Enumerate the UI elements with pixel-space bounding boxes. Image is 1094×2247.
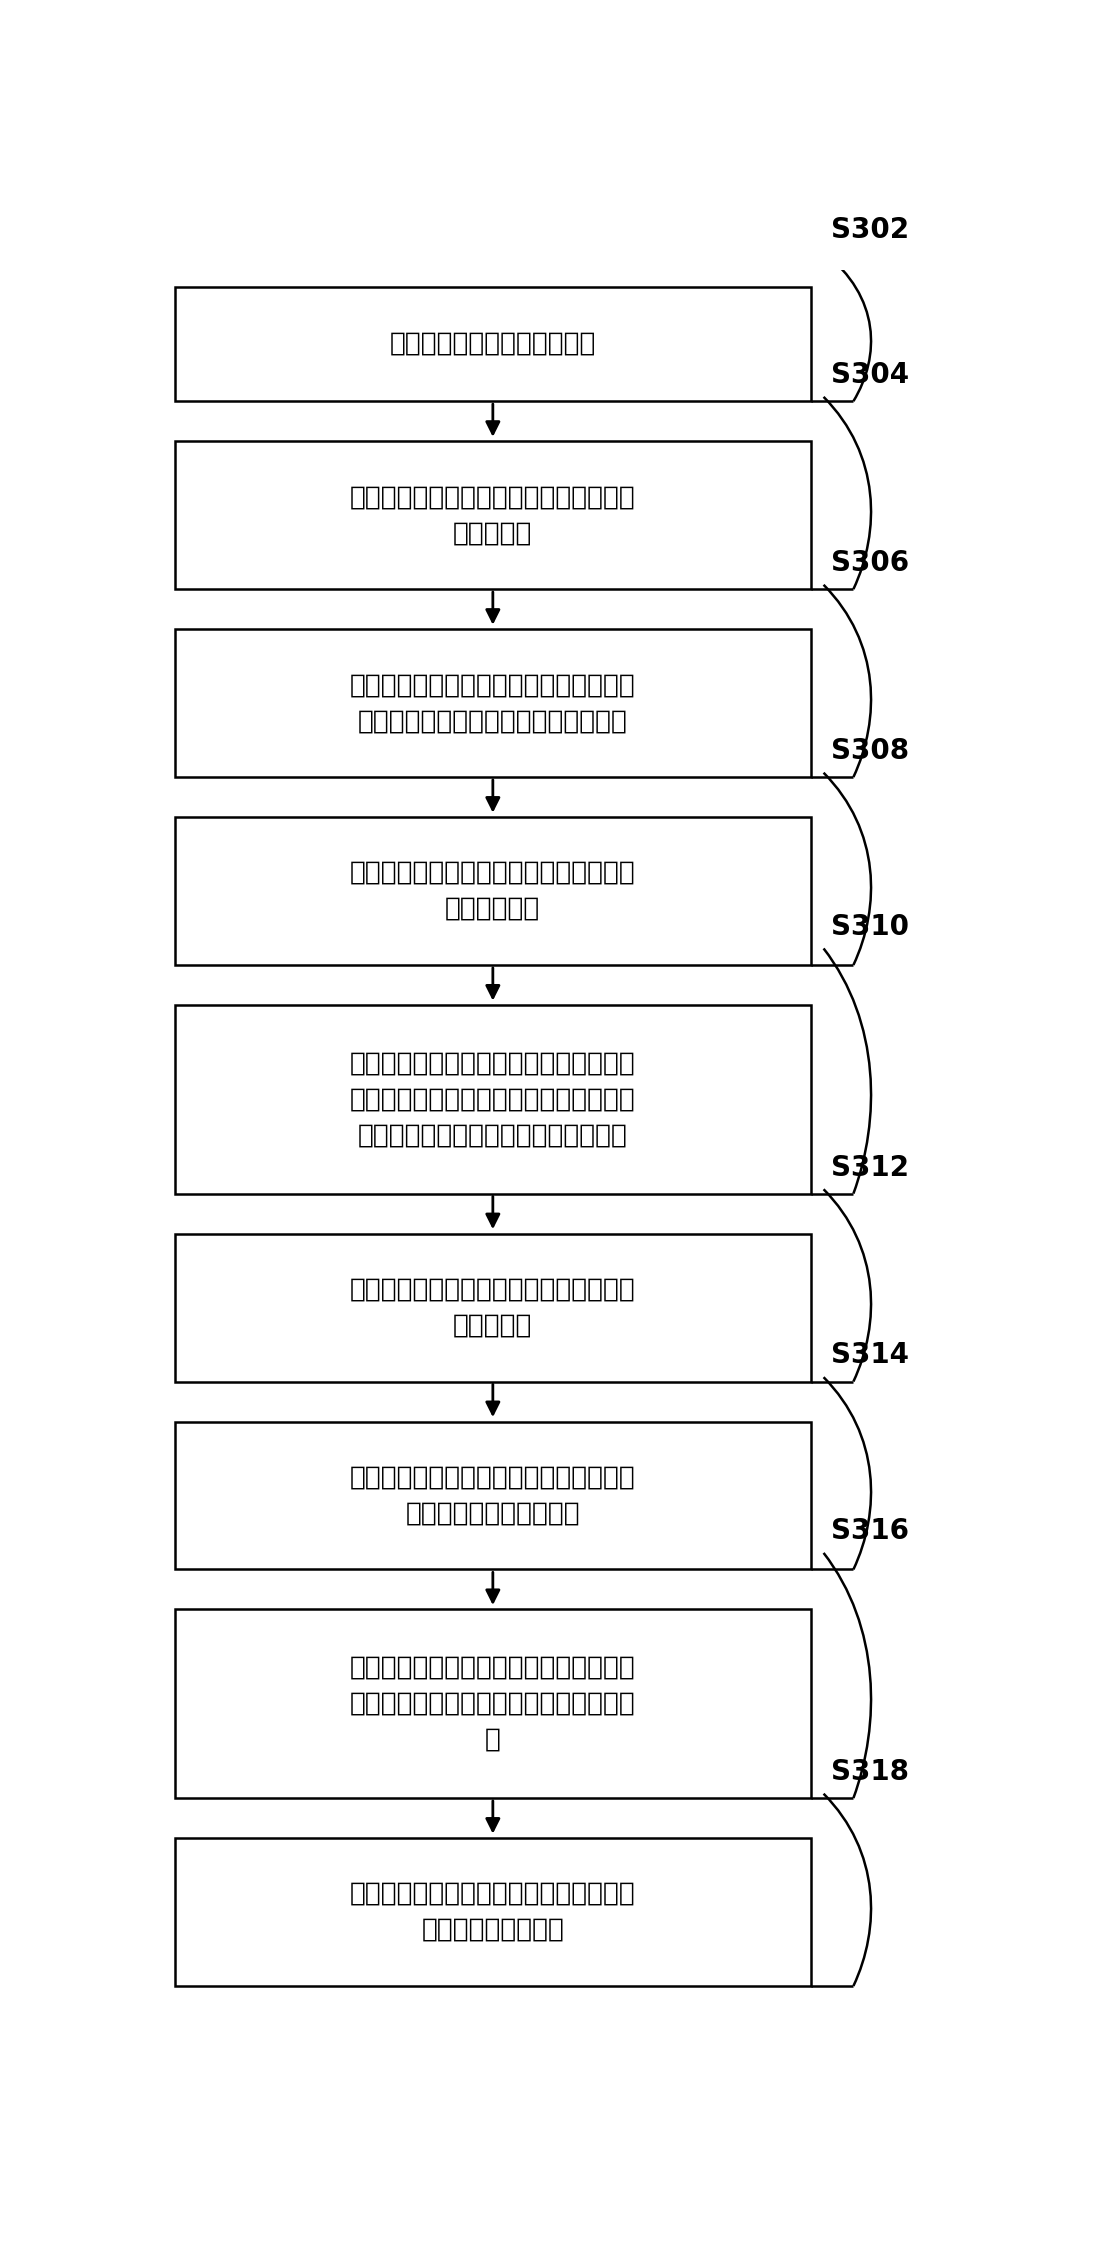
Bar (175, 1422, 811, 1568)
Bar (175, 818, 811, 964)
Text: S302: S302 (831, 216, 909, 245)
Text: S314: S314 (831, 1341, 909, 1368)
Bar (175, 440, 811, 589)
Text: 获取设定煤田区域的地震数据: 获取设定煤田区域的地震数据 (389, 330, 596, 357)
Text: S306: S306 (831, 548, 909, 577)
Bar (175, 1609, 811, 1798)
Text: S308: S308 (831, 737, 909, 764)
Text: 计算地震数据的信噪比；根据信噪比，确
定滤波算子: 计算地震数据的信噪比；根据信噪比，确 定滤波算子 (350, 483, 636, 546)
Text: 通过构造各向异性扩散平滑算法，采用上
述滤波算子，对地震数据进行滤波处理: 通过构造各向异性扩散平滑算法，采用上 述滤波算子，对地震数据进行滤波处理 (350, 672, 636, 735)
Bar (175, 629, 811, 777)
Bar (175, 288, 811, 402)
Text: 采用交互式立体网络和柱状图滤波器对方
差属性数据进行校正和筛选，生成断层数
据: 采用交互式立体网络和柱状图滤波器对方 差属性数据进行校正和筛选，生成断层数 据 (350, 1654, 636, 1753)
Bar (175, 1838, 811, 1986)
Text: 通过蚂蚁追踪算法，采用设置的上述追踪
参数，对滤波后的地震数据进行处理，生
成地震数据对应的蚂蚁地震属性数据体: 通过蚂蚁追踪算法，采用设置的上述追踪 参数，对滤波后的地震数据进行处理，生 成地… (350, 1049, 636, 1148)
Text: S318: S318 (831, 1757, 909, 1786)
Text: S316: S316 (831, 1517, 909, 1546)
Text: S304: S304 (831, 362, 909, 389)
Text: 对层位属性切片进行方差处理，获得层位
属性切片的方差属性数据: 对层位属性切片进行方差处理，获得层位 属性切片的方差属性数据 (350, 1465, 636, 1526)
Bar (175, 1234, 811, 1382)
Bar (175, 1004, 811, 1193)
Text: 根据煤田区域的历史地震数据，设置蚂蚁
体的追踪参数: 根据煤田区域的历史地震数据，设置蚂蚁 体的追踪参数 (350, 861, 636, 921)
Text: S312: S312 (831, 1153, 909, 1182)
Text: S310: S310 (831, 912, 909, 941)
Text: 提取蚂蚁地震属性数据体中，目的层的层
位属性切片: 提取蚂蚁地震属性数据体中，目的层的层 位属性切片 (350, 1276, 636, 1339)
Text: 将断层数据输入至预设的断裂模型中，以
显示煤层小断层构造: 将断层数据输入至预设的断裂模型中，以 显示煤层小断层构造 (350, 1881, 636, 1944)
